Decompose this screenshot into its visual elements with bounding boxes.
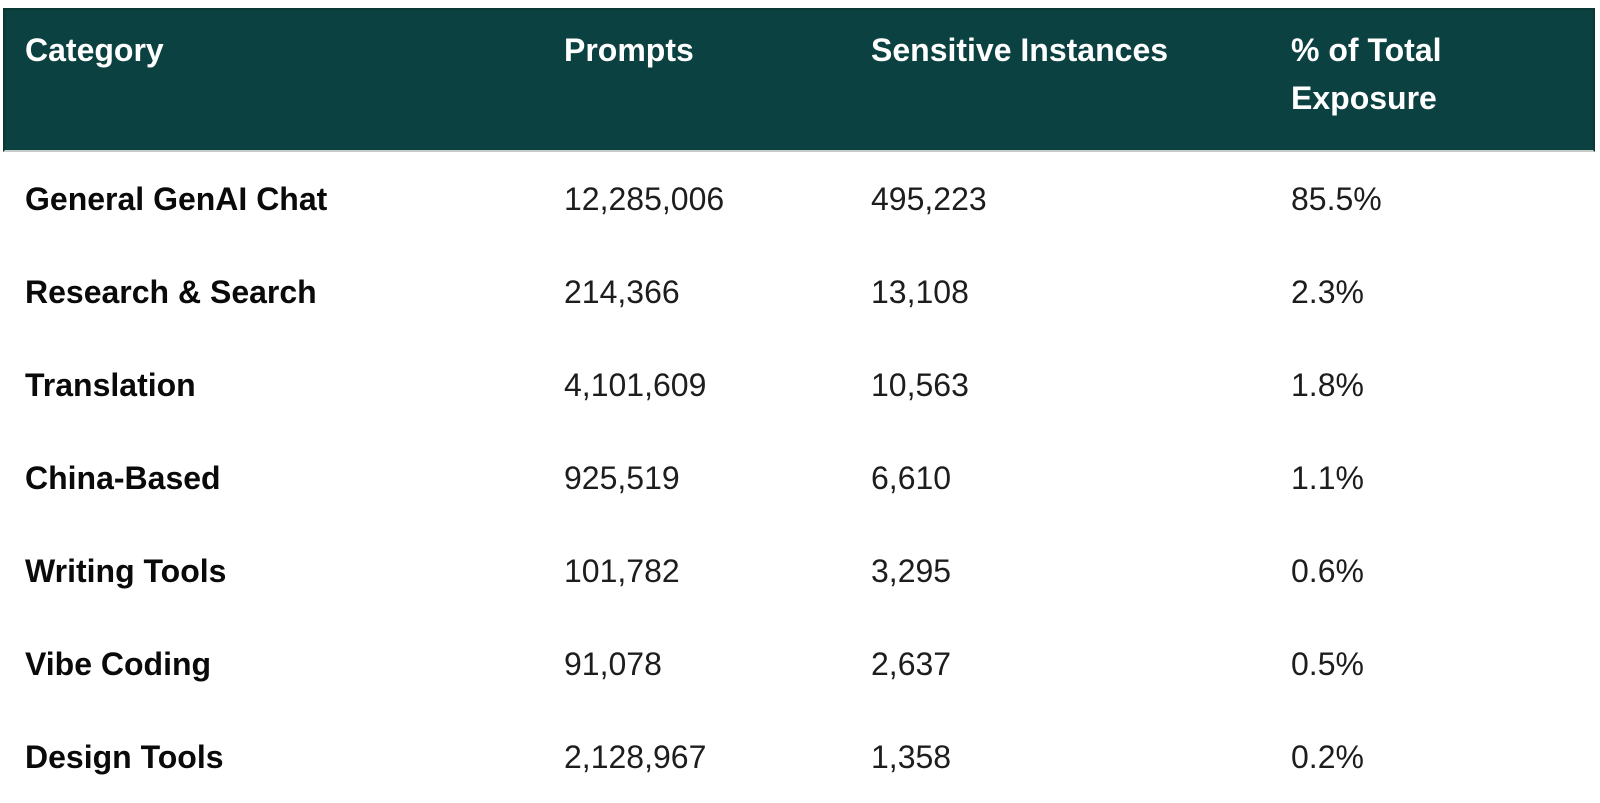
column-header-pct-of-total-exposure: % of Total Exposure [1291, 32, 1442, 116]
table-row: China-Based 925,519 6,610 1.1% [3, 431, 1595, 524]
cell-sensitive-instances: 3,295 [871, 552, 952, 589]
cell-sensitive-instances: 6,610 [871, 459, 952, 496]
cell-pct-of-total-exposure: 1.1% [1291, 459, 1364, 496]
cell-category: Translation [25, 366, 196, 403]
cell-prompts: 101,782 [564, 552, 680, 589]
cell-prompts: 214,366 [564, 273, 680, 310]
cell-pct-of-total-exposure: 85.5% [1291, 180, 1382, 217]
cell-prompts: 12,285,006 [564, 180, 725, 217]
exposure-table: Category Prompts Sensitive Instances % o… [3, 8, 1595, 803]
table-row: General GenAI Chat 12,285,006 495,223 85… [3, 152, 1595, 245]
cell-category: General GenAI Chat [25, 180, 328, 217]
table-row: Translation 4,101,609 10,563 1.8% [3, 338, 1595, 431]
cell-prompts: 925,519 [564, 459, 680, 496]
cell-category: Vibe Coding [25, 645, 212, 682]
cell-prompts: 2,128,967 [564, 738, 707, 775]
cell-pct-of-total-exposure: 0.2% [1291, 738, 1364, 775]
cell-pct-of-total-exposure: 0.5% [1291, 645, 1364, 682]
cell-category: Design Tools [25, 738, 224, 775]
cell-sensitive-instances: 495,223 [871, 180, 987, 217]
cell-category: Writing Tools [25, 552, 227, 589]
table-row: Research & Search 214,366 13,108 2.3% [3, 245, 1595, 338]
cell-pct-of-total-exposure: 2.3% [1291, 273, 1364, 310]
cell-sensitive-instances: 10,563 [871, 366, 969, 403]
column-header-category: Category [25, 32, 164, 68]
table-row: Writing Tools 101,782 3,295 0.6% [3, 524, 1595, 617]
cell-prompts: 91,078 [564, 645, 662, 682]
column-header-sensitive-instances: Sensitive Instances [871, 32, 1169, 68]
cell-sensitive-instances: 13,108 [871, 273, 969, 310]
column-header-prompts: Prompts [564, 32, 694, 68]
cell-pct-of-total-exposure: 0.6% [1291, 552, 1364, 589]
table-body: General GenAI Chat 12,285,006 495,223 85… [3, 152, 1595, 803]
cell-sensitive-instances: 1,358 [871, 738, 952, 775]
table-header-row: Category Prompts Sensitive Instances % o… [3, 8, 1595, 152]
cell-category: Research & Search [25, 273, 317, 310]
cell-pct-of-total-exposure: 1.8% [1291, 366, 1364, 403]
table-row: Vibe Coding 91,078 2,637 0.5% [3, 617, 1595, 710]
cell-sensitive-instances: 2,637 [871, 645, 952, 682]
cell-prompts: 4,101,609 [564, 366, 707, 403]
table-row: Design Tools 2,128,967 1,358 0.2% [3, 710, 1595, 803]
cell-category: China-Based [25, 459, 221, 496]
